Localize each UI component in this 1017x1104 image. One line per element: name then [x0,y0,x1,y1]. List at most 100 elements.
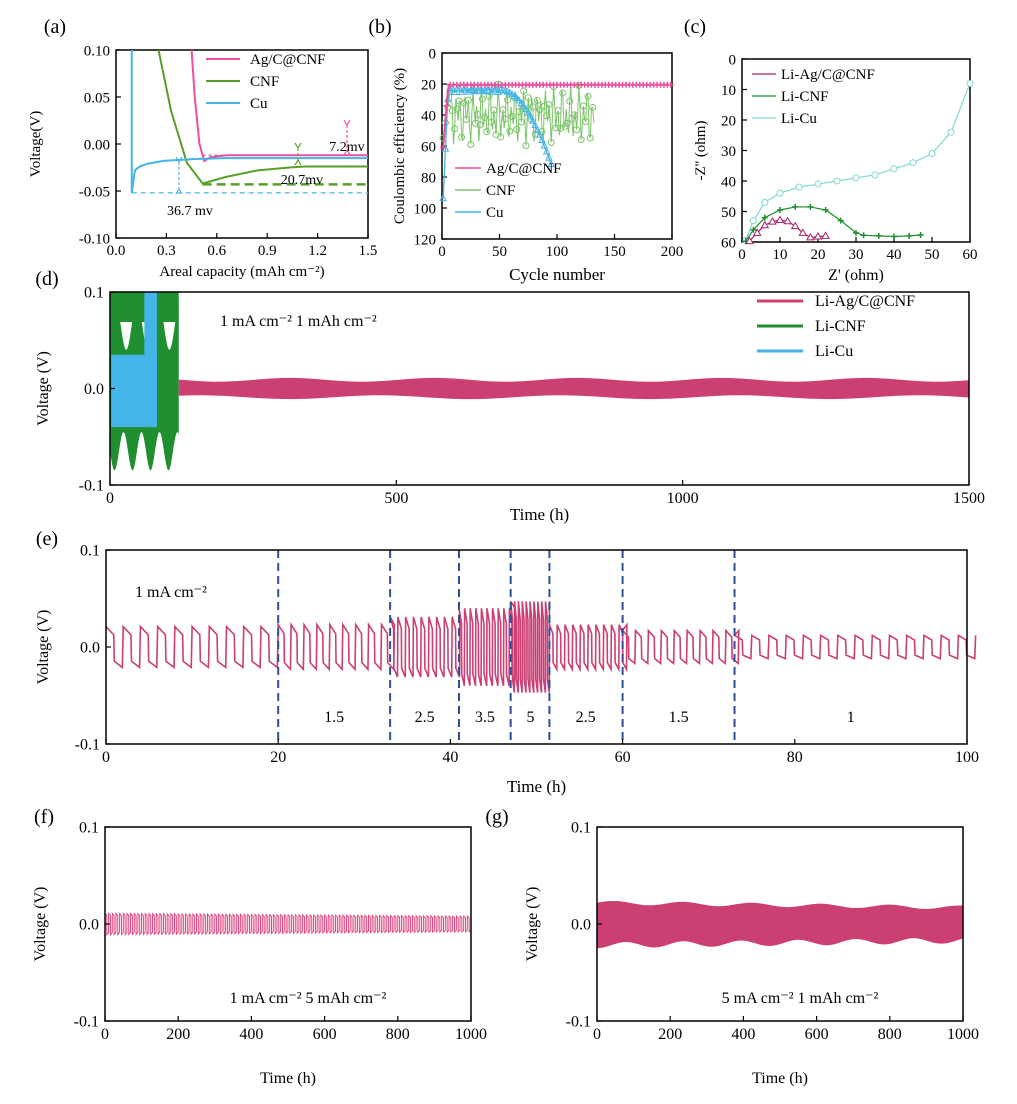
x-tick-label: 100 [955,749,979,766]
series-marker-cu [519,101,528,109]
series-marker-cnf [579,102,587,110]
legend-label: CNF [250,74,279,90]
series-marker [871,171,879,179]
series-marker-cu [473,86,482,94]
y-axis-title-c: -Z'' (ohm) [693,121,709,181]
series-marker [792,203,799,210]
series-marker-cu [480,87,489,95]
x-tick-label: 20 [811,247,826,263]
series-marker-cnf [455,97,463,105]
x-tick-label: 200 [661,244,684,260]
y-tick-label: 0.1 [80,543,100,560]
x-axis-title-g: Time (h) [752,1070,808,1087]
series-marker-cu [522,105,530,113]
x-axis-title-c: Z' (ohm) [828,267,884,284]
series-marker [928,150,936,158]
series-marker-cu [515,96,523,104]
series-line-cnf [157,49,368,185]
x-tick-label: 0.9 [258,243,277,259]
series-marker [783,216,792,225]
series-marker [813,232,823,240]
series-marker-cu [494,87,503,95]
x-tick-label: 0 [438,244,446,260]
series-line-rate [105,600,977,693]
series-marker-cnf [499,106,507,114]
x-tick-label: 80 [787,749,803,766]
series-marker [890,165,898,173]
series-marker-cnf [497,133,505,141]
x-tick-label: 0.6 [207,243,226,259]
x-tick-label: 30 [849,247,864,263]
x-tick-label: 150 [603,244,626,260]
x-tick-label: 1.2 [308,243,327,259]
y-tick-label: -0.1 [566,1014,591,1031]
series-line-cu [130,50,368,194]
panel-label-g: (g) [485,806,508,828]
series-marker [768,217,777,225]
y-axis-title-f: Voltage (V) [32,887,49,962]
rate-label: 2.5 [415,709,435,726]
series-marker-cnf [451,125,459,133]
arrow-head [175,156,183,164]
series-marker [833,177,841,185]
series-marker-cnf [554,107,562,115]
series-marker [806,232,815,241]
series-marker-cu [453,84,461,92]
series-marker-cu [540,141,549,149]
y-axis-title-g: Voltage (V) [524,887,541,962]
y-tick-label: 40 [421,108,436,124]
series-marker-cnf [448,107,456,115]
arrow-head [294,158,302,166]
series-marker [891,233,897,240]
y-axis-title-e: Voltage (V) [35,610,52,685]
series-marker [761,198,769,206]
series-marker-cnf [568,114,576,122]
legend-label: CNF [486,183,515,199]
series-marker-cu [531,120,539,129]
x-tick-label: 0 [738,247,746,263]
band-li-agc [178,377,970,400]
series-marker [745,236,754,245]
series-marker-cnf [533,97,541,105]
series-marker-cnf [524,94,532,102]
y-tick-label: 0.0 [80,640,100,657]
band-li-cu-spike [144,292,157,428]
series-marker-cu [492,85,500,93]
series-marker [750,226,757,233]
series-marker-cnf [529,103,537,111]
y-axis-title-d: Voltage (V) [35,351,52,426]
condition-label-g: 5 mA cm⁻² 1 mAh cm⁻² [722,990,879,1007]
annotation-green: 20.7mv [281,173,323,188]
y-axis-title-b: Coulombic efficiency (%) [392,68,408,224]
x-tick-label: 200 [658,1026,682,1043]
x-tick-label: 60 [963,247,978,263]
series-marker [853,229,859,236]
y-tick-label: 0 [729,52,737,68]
series-marker-agc [440,144,447,151]
rate-label: 1.5 [669,709,689,726]
x-tick-label: 1000 [947,1026,979,1043]
series-marker-agc [667,81,674,88]
legend-label: Li-CNF [815,318,866,335]
y-tick-label: -0.1 [75,737,100,754]
series-marker [775,215,785,224]
series-marker-cnf [577,136,585,144]
series-marker-cnf [478,95,486,103]
arrow-head [343,148,351,156]
x-tick-label: 800 [878,1026,902,1043]
y-tick-label: 100 [414,201,437,217]
x-tick-label: 1000 [455,1026,487,1043]
x-tick-label: 0.3 [157,243,176,259]
series-marker [798,228,808,236]
arrow-head [175,187,183,195]
series-marker-cnf [540,102,548,110]
series-marker-cu [471,87,480,95]
y-tick-label: 0.1 [79,820,99,837]
plot-frame-b [441,52,673,240]
series-marker-cnf [467,140,475,148]
plot-frame-c [741,58,971,243]
series-marker-cu [464,87,473,95]
x-tick-label: 200 [166,1026,190,1043]
series-marker-cu [542,147,551,155]
rate-label: 3.5 [475,709,495,726]
